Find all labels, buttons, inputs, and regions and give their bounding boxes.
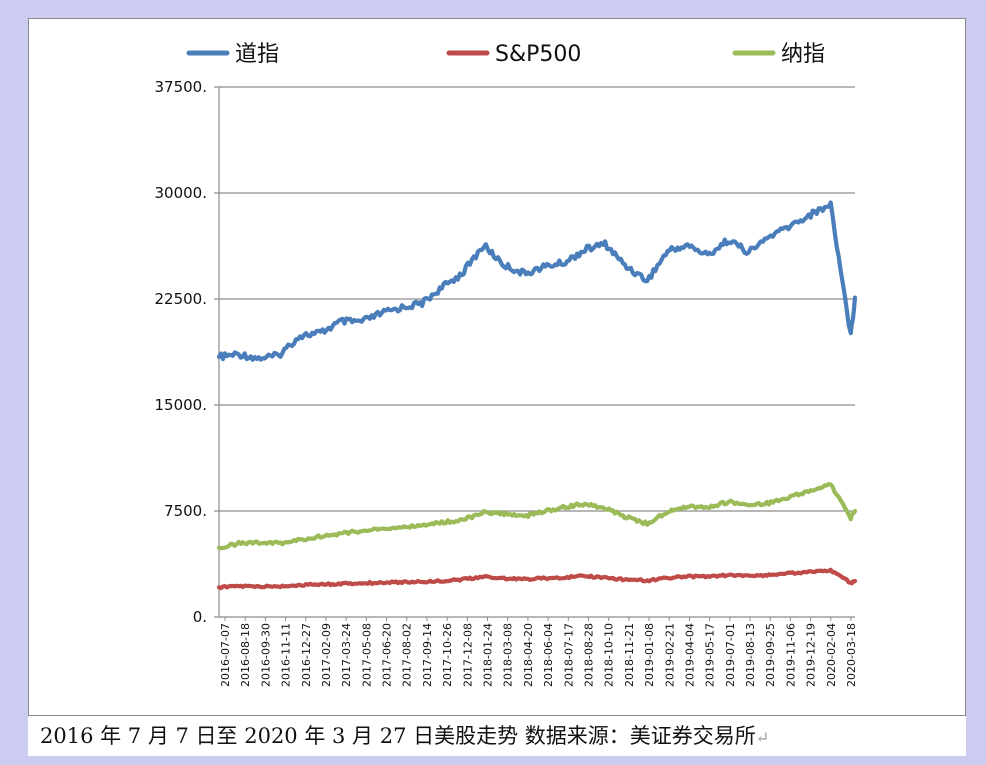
x-tick-label: 2018-11-21	[623, 623, 636, 687]
y-tick-label: 37500.	[155, 78, 208, 96]
figure-caption: 2016 年 7 月 7 日至 2020 年 3 月 27 日美股走势 数据来源…	[40, 720, 769, 750]
x-tick-label: 2018-03-08	[502, 623, 515, 687]
x-tick-label: 2017-09-14	[421, 623, 434, 687]
x-tick-label: 2018-08-28	[582, 623, 595, 687]
x-tick-label: 2017-10-26	[441, 623, 454, 687]
x-tick-label: 2017-12-08	[461, 623, 474, 687]
caption-text: 2016 年 7 月 7 日至 2020 年 3 月 27 日美股走势 数据来源…	[40, 724, 756, 748]
x-tick-label: 2019-04-04	[683, 623, 696, 687]
legend-label: S&P500	[495, 42, 581, 67]
y-tick-label: 15000.	[155, 396, 208, 414]
y-tick-label: 22500.	[155, 290, 208, 308]
gridlines	[219, 86, 855, 512]
x-tick-label: 2019-05-17	[704, 623, 717, 687]
x-axis-ticks: 2016-07-07 2016-08-18 2016-09-30 2016-11-11…	[219, 623, 858, 687]
x-tick-label: 2019-08-13	[744, 623, 757, 687]
x-tick-label: 2016-07-07	[219, 623, 232, 687]
x-tick-label: 2019-12-19	[805, 623, 818, 687]
x-tick-label: 2019-02-21	[663, 623, 676, 687]
y-axis-ticks: 0. 7500. 15000. 22500. 30000. 37500.	[155, 78, 208, 626]
series-line	[216, 200, 858, 362]
x-tick-label: 2016-09-30	[259, 623, 272, 687]
x-tick-label: 2019-11-06	[784, 623, 797, 687]
x-tick-label: 2019-07-01	[724, 623, 737, 687]
x-tick-label: 2018-07-17	[562, 623, 575, 687]
y-tick-label: 0.	[193, 608, 207, 626]
x-tick-label: 2016-12-27	[300, 623, 313, 687]
return-mark: ↵	[755, 728, 770, 747]
x-tick-label: 2019-01-08	[643, 623, 656, 687]
legend-label: 纳指	[781, 42, 825, 67]
axes	[214, 86, 855, 621]
x-tick-label: 2017-06-20	[381, 623, 394, 687]
legend-label: 道指	[235, 42, 279, 67]
legend: 道指 S&P500 纳指	[186, 42, 825, 67]
x-tick-label: 2020-02-04	[825, 623, 838, 687]
x-tick-label: 2020-03-18	[845, 623, 858, 687]
caption-band: 2016 年 7 月 7 日至 2020 年 3 月 27 日美股走势 数据来源…	[28, 716, 966, 756]
x-tick-label: 2017-02-09	[320, 623, 333, 687]
x-tick-label: 2019-09-25	[764, 623, 777, 687]
y-tick-label: 30000.	[155, 184, 208, 202]
x-tick-label: 2018-04-20	[522, 623, 535, 687]
series-line	[216, 481, 858, 551]
y-tick-label: 7500.	[164, 502, 207, 520]
x-tick-label: 2018-01-24	[482, 623, 495, 687]
x-tick-label: 2018-10-10	[603, 623, 616, 687]
x-tick-label: 2018-06-04	[542, 623, 555, 687]
line-chart: 0. 7500. 15000. 22500. 30000. 37500. 2016-07-…	[155, 42, 859, 687]
series-line	[216, 567, 858, 591]
x-tick-label: 2016-08-18	[239, 623, 252, 687]
x-tick-label: 2017-03-24	[340, 623, 353, 687]
x-tick-label: 2017-08-02	[401, 623, 414, 687]
x-tick-label: 2017-05-08	[360, 623, 373, 687]
x-tick-label: 2016-11-11	[280, 623, 293, 687]
chart-frame: 0. 7500. 15000. 22500. 30000. 37500. 2016-07-…	[28, 18, 966, 716]
series-lines	[216, 200, 858, 591]
